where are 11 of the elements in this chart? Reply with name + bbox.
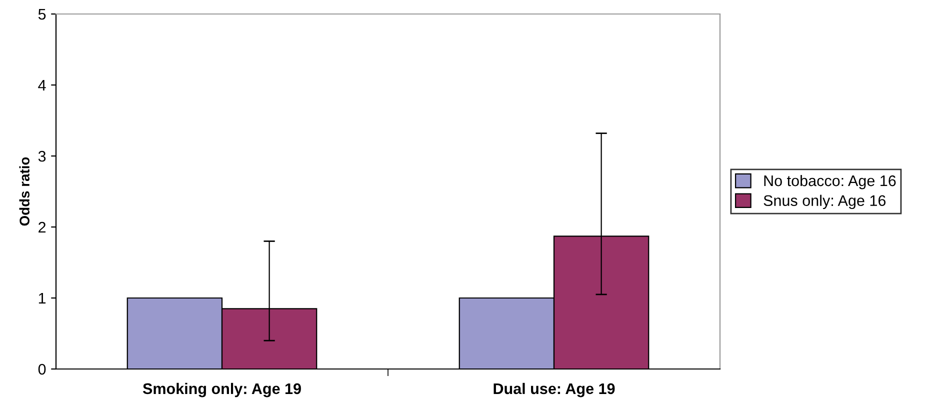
y-tick-label: 2 bbox=[38, 222, 46, 233]
x-tick-label: Smoking only: Age 19 bbox=[142, 382, 301, 398]
y-axis-title: Odds ratio bbox=[19, 157, 30, 226]
legend-label: Snus only: Age 16 bbox=[764, 194, 886, 210]
legend-label: No tobacco: Age 16 bbox=[764, 174, 896, 190]
y-tick-label: 1 bbox=[38, 293, 46, 304]
y-tick-label: 3 bbox=[38, 150, 46, 162]
y-tick-label: 4 bbox=[38, 80, 46, 91]
y-tick-label: 0 bbox=[38, 364, 46, 375]
x-tick-label: Dual use: Age 19 bbox=[494, 382, 615, 398]
y-tick-label: 5 bbox=[38, 9, 46, 20]
